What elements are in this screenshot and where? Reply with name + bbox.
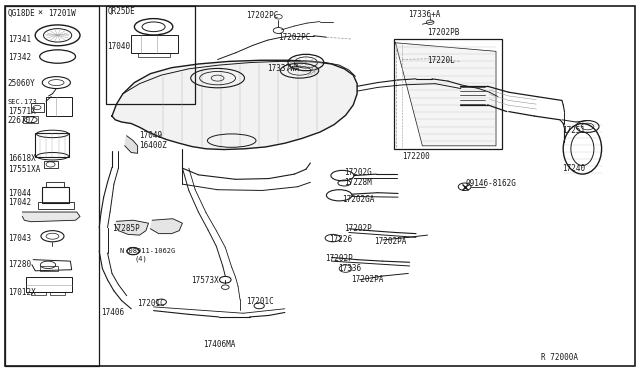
Text: N 08911-1062G: N 08911-1062G <box>120 248 175 254</box>
Bar <box>23 116 38 123</box>
Text: 17240: 17240 <box>562 164 585 173</box>
Polygon shape <box>22 212 80 222</box>
Text: 17226: 17226 <box>330 235 353 244</box>
Text: 17202PB: 17202PB <box>428 28 460 37</box>
Text: 17202G: 17202G <box>344 169 372 177</box>
Bar <box>5 6 99 366</box>
Bar <box>138 53 170 57</box>
Text: 22670Z: 22670Z <box>8 116 35 125</box>
Bar <box>394 39 502 149</box>
Text: 16400Z: 16400Z <box>140 141 167 150</box>
Text: 17202P: 17202P <box>325 254 353 263</box>
Text: 17202GA: 17202GA <box>342 195 375 203</box>
Bar <box>31 103 44 112</box>
Bar <box>131 35 178 53</box>
Text: R 72000A: R 72000A <box>541 353 578 362</box>
Text: 17571X: 17571X <box>8 107 35 116</box>
Text: 17342: 17342 <box>8 53 31 62</box>
Text: QG18DE: QG18DE <box>8 9 35 17</box>
Bar <box>50 292 65 295</box>
Text: 17049: 17049 <box>140 131 163 140</box>
Text: 09146-8162G: 09146-8162G <box>466 179 516 187</box>
Text: 17201C: 17201C <box>138 299 165 308</box>
Polygon shape <box>125 136 138 153</box>
Text: 17202PA: 17202PA <box>351 275 383 284</box>
Text: 17201W: 17201W <box>48 9 76 17</box>
Polygon shape <box>150 219 182 234</box>
Text: 17202PC: 17202PC <box>246 11 279 20</box>
Bar <box>38 202 74 209</box>
Text: 17202PA: 17202PA <box>374 237 407 246</box>
Text: 17337WA: 17337WA <box>268 64 300 73</box>
Text: 17280: 17280 <box>8 260 31 269</box>
Bar <box>26 277 72 292</box>
Text: 17201C: 17201C <box>246 297 274 306</box>
Polygon shape <box>396 43 496 146</box>
Bar <box>106 6 195 104</box>
Text: 17285P: 17285P <box>112 224 140 233</box>
Text: 17406MA: 17406MA <box>204 340 236 349</box>
Text: ×: × <box>37 9 42 17</box>
Bar <box>35 133 69 157</box>
Text: (4): (4) <box>134 255 147 262</box>
Text: 17251: 17251 <box>562 126 585 135</box>
Bar <box>46 97 72 116</box>
Bar <box>46 182 64 187</box>
Polygon shape <box>112 60 357 150</box>
Text: 17228M: 17228M <box>344 178 372 187</box>
Text: 17042: 17042 <box>8 198 31 207</box>
Bar <box>31 292 46 295</box>
Text: 17341: 17341 <box>8 35 31 44</box>
Text: 17043: 17043 <box>8 234 31 243</box>
Text: 172200: 172200 <box>402 153 429 161</box>
Text: 17406: 17406 <box>101 308 124 317</box>
Text: SEC.173: SEC.173 <box>8 99 37 105</box>
Text: 17202PC: 17202PC <box>278 33 311 42</box>
Text: 17044: 17044 <box>8 189 31 198</box>
Polygon shape <box>115 220 148 235</box>
Text: 25060Y: 25060Y <box>8 79 35 88</box>
Text: 17220L: 17220L <box>428 56 455 65</box>
Text: 17202P: 17202P <box>344 224 372 233</box>
Bar <box>40 266 58 271</box>
Text: QR25DE: QR25DE <box>108 7 135 16</box>
Text: 17040: 17040 <box>108 42 131 51</box>
Bar <box>44 161 58 168</box>
Text: 17573X: 17573X <box>191 276 218 285</box>
Text: 17336+A: 17336+A <box>408 10 441 19</box>
Text: 17336: 17336 <box>338 264 361 273</box>
Text: 17551XA: 17551XA <box>8 165 40 174</box>
Bar <box>42 187 69 203</box>
Text: 17012X: 17012X <box>8 288 35 296</box>
Text: 16618X: 16618X <box>8 154 35 163</box>
